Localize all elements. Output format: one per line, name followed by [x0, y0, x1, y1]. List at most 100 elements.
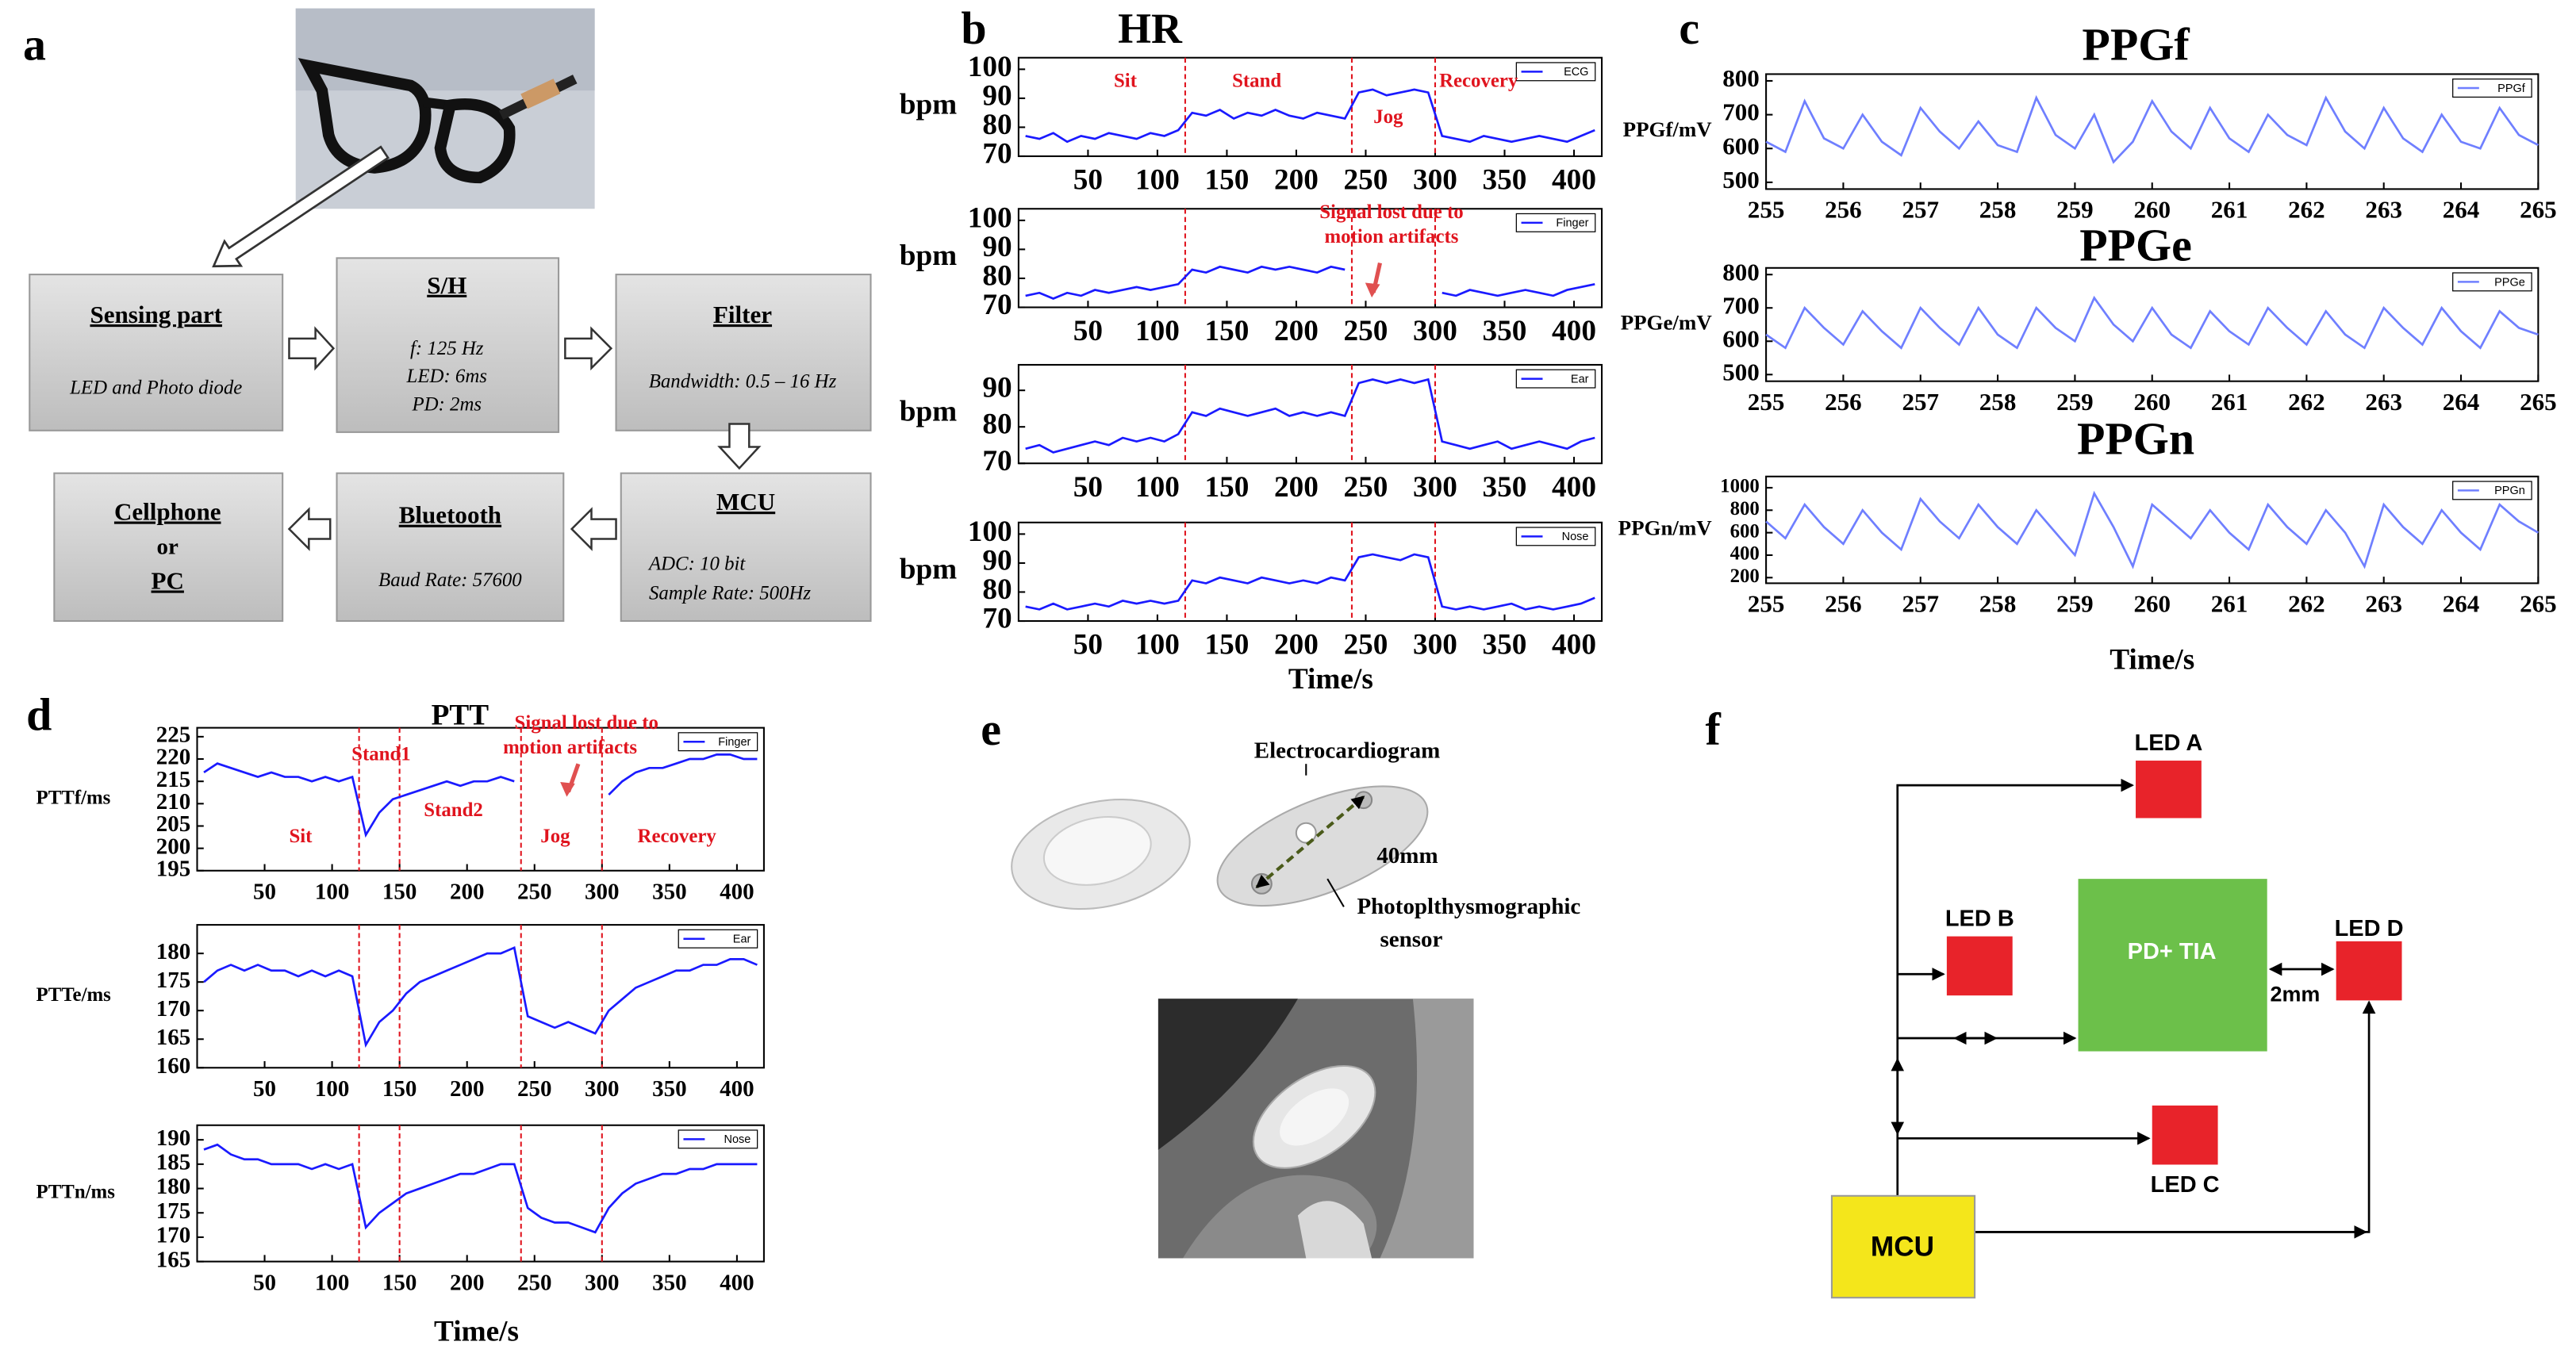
y-tick-label: 800 — [1722, 64, 1760, 92]
y-tick-label: 180 — [156, 939, 190, 964]
y-tick-label: 100 — [968, 51, 1012, 83]
y-tick-label: 100 — [968, 201, 1012, 234]
panel-label: a — [23, 19, 46, 71]
x-tick-label: 150 — [382, 879, 417, 904]
y-tick-label: 175 — [156, 1198, 190, 1224]
y-tick-label: 80 — [982, 573, 1012, 606]
x-tick-label: 350 — [1483, 315, 1527, 347]
glasses-photo — [295, 8, 595, 209]
block-title: Cellphone — [114, 498, 221, 526]
block-title: Bluetooth — [399, 501, 501, 529]
y-tick-label: 1000 — [1720, 476, 1760, 497]
x-tick-label: 400 — [720, 879, 754, 904]
x-tick-label: 256 — [1825, 388, 1862, 416]
device-label: 40mm — [1376, 843, 1438, 868]
plot-frame — [196, 726, 765, 872]
y-tick-label: 90 — [982, 79, 1012, 112]
x-tick-label: 200 — [450, 1076, 484, 1102]
y-axis-label: PPGf/mV — [1623, 117, 1713, 141]
x-tick-label: 300 — [1413, 471, 1457, 504]
x-tick-label: 150 — [1204, 471, 1249, 504]
y-tick-label: 80 — [982, 408, 1012, 441]
legend-label: Ear — [1571, 373, 1589, 385]
circuit-diagram: LED A LED B LED C LED D PD+ TIA MCU 2mm — [1830, 730, 2404, 1299]
annotation: Stand2 — [424, 799, 483, 821]
data-line — [1025, 265, 1595, 301]
plot-frame — [1765, 266, 2540, 382]
annotation: Recovery — [638, 826, 717, 847]
annotation: Recovery — [1439, 71, 1518, 92]
y-tick-label: 90 — [982, 372, 1012, 404]
x-tick-label: 264 — [2443, 590, 2480, 618]
data-line — [1025, 553, 1595, 611]
distance-label: 2mm — [2270, 982, 2320, 1006]
y-tick-label: 70 — [982, 289, 1012, 321]
y-tick-label: 200 — [1730, 565, 1760, 587]
x-tick-label: 400 — [1552, 471, 1596, 504]
x-tick-label: 262 — [2288, 388, 2325, 416]
legend-box — [678, 1129, 758, 1149]
legend-box — [2452, 481, 2532, 500]
x-tick-label: 250 — [1344, 315, 1388, 347]
x-tick-label: 263 — [2365, 590, 2402, 618]
x-axis-label: Time/s — [434, 1315, 519, 1347]
x-tick-label: 258 — [1979, 196, 2017, 224]
y-tick-label: 70 — [982, 138, 1012, 171]
x-tick-label: 150 — [1204, 164, 1249, 197]
x-tick-label: 150 — [1204, 629, 1249, 661]
block — [615, 274, 872, 431]
annotation: motion artifacts — [1324, 226, 1458, 247]
x-tick-label: 400 — [720, 1076, 754, 1102]
x-tick-label: 50 — [1073, 164, 1103, 197]
flow-arrows — [287, 326, 762, 551]
y-tick-label: 90 — [982, 544, 1012, 577]
y-tick-label: 80 — [982, 109, 1012, 141]
x-tick-label: 261 — [2211, 388, 2248, 416]
y-tick-label: 225 — [156, 723, 190, 748]
x-tick-label: 250 — [1344, 629, 1388, 661]
x-tick-label: 261 — [2211, 590, 2248, 618]
data-line — [1765, 490, 2540, 569]
x-tick-label: 400 — [720, 1270, 754, 1295]
y-tick-label: 80 — [982, 260, 1012, 293]
y-tick-label: 500 — [1722, 166, 1760, 194]
x-tick-label: 200 — [1274, 471, 1319, 504]
y-tick-label: 800 — [1730, 498, 1760, 519]
y-tick-label: 700 — [1722, 291, 1760, 319]
block-text: LED and Photo diode — [69, 378, 242, 399]
y-tick-label: 195 — [156, 856, 190, 881]
x-tick-label: 258 — [1979, 590, 2017, 618]
x-tick-label: 265 — [2520, 196, 2557, 224]
panel-label: c — [1679, 2, 1699, 54]
x-tick-label: 100 — [315, 1076, 349, 1102]
panel-label: b — [961, 2, 986, 54]
y-tick-label: 205 — [156, 811, 190, 837]
block — [336, 472, 565, 623]
legend-label: Finger — [718, 736, 751, 749]
x-tick-label: 150 — [382, 1076, 417, 1102]
block-text: LED: 6ms — [406, 366, 487, 387]
x-tick-label: 200 — [1274, 315, 1319, 347]
x-tick-label: 263 — [2365, 388, 2402, 416]
x-tick-label: 300 — [585, 1076, 619, 1102]
y-axis-label: bpm — [900, 88, 958, 121]
annotation: Signal lost due to — [1319, 201, 1463, 223]
node-label: MCU — [1871, 1231, 1934, 1262]
panel-label: d — [26, 689, 52, 741]
legend-box — [1515, 369, 1596, 389]
x-tick-label: 200 — [450, 879, 484, 904]
device-label: sensor — [1380, 926, 1442, 952]
y-tick-label: 600 — [1730, 520, 1760, 542]
chart-title: HR — [1118, 5, 1183, 52]
block-text: ADC: 10 bit — [647, 553, 746, 574]
mcu-block — [1830, 1194, 1976, 1299]
led — [2152, 1105, 2218, 1165]
x-tick-label: 50 — [1073, 629, 1103, 661]
y-tick-label: 90 — [982, 231, 1012, 263]
x-tick-label: 255 — [1748, 196, 1785, 224]
y-tick-label: 185 — [156, 1150, 190, 1175]
x-tick-label: 258 — [1979, 388, 2017, 416]
y-tick-label: 600 — [1722, 132, 1760, 159]
